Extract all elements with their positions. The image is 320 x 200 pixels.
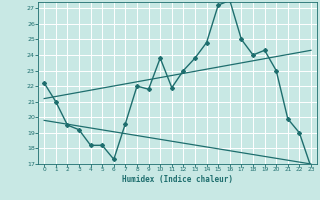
X-axis label: Humidex (Indice chaleur): Humidex (Indice chaleur) [122,175,233,184]
